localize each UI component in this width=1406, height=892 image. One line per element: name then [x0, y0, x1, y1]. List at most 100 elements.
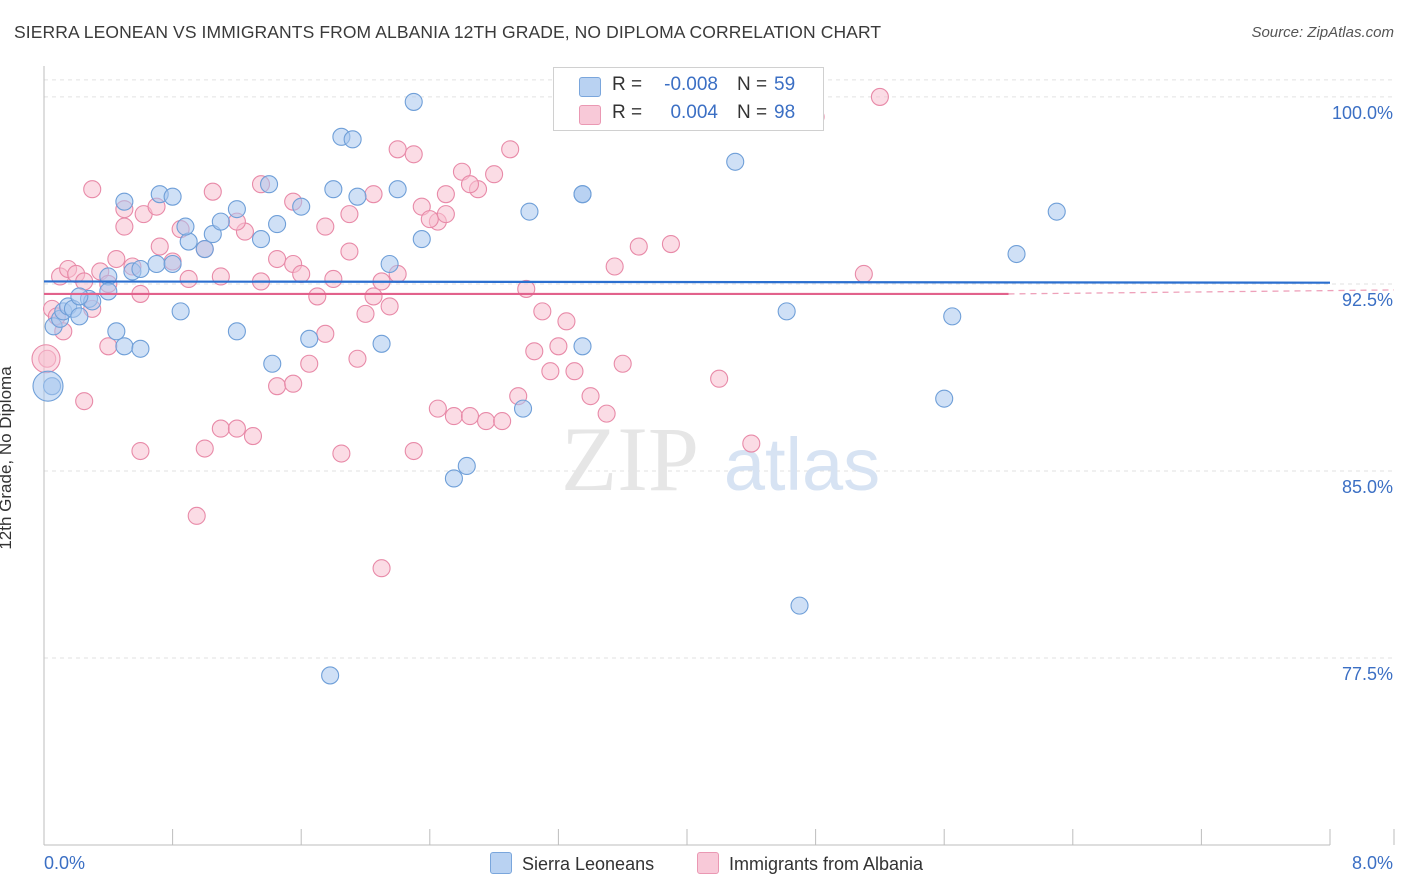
albania-point: [300, 354, 319, 373]
sierra-leonean-point: [321, 666, 340, 685]
albania-point: [107, 249, 126, 269]
sierra-leonean-point: [573, 337, 592, 356]
legend-label-albania: Immigrants from Albania: [729, 854, 924, 874]
albania-point: [115, 217, 134, 236]
legend-swatch-pink: [697, 852, 719, 874]
sierra-leonean-point: [372, 334, 391, 353]
albania-point: [581, 387, 600, 406]
y-tick-label: 85.0%: [1342, 477, 1393, 497]
sierra-leonean-point: [259, 175, 279, 194]
sierra-leonean-point: [163, 187, 182, 206]
albania-point: [501, 140, 520, 159]
sierra-leonean-point: [131, 339, 150, 358]
sierra-leonean-point: [115, 337, 134, 356]
albania-point: [83, 180, 102, 199]
albania-point: [613, 354, 632, 373]
albania-point: [565, 362, 584, 381]
albania-point: [870, 87, 889, 106]
sierra-leonean-point: [324, 180, 343, 199]
albania-point: [854, 264, 873, 284]
x-tick-label: 8.0%: [1352, 853, 1393, 873]
albania-point: [557, 312, 576, 331]
sierra-leonean-point: [268, 215, 287, 234]
legend-n-value: 98: [774, 102, 796, 123]
albania-point: [150, 237, 169, 256]
legend-swatch-blue: [490, 852, 512, 874]
albania-point: [428, 399, 447, 418]
albania-point: [597, 404, 616, 423]
sierra-leonean-point: [179, 232, 198, 251]
albania-point: [436, 205, 455, 224]
tick-labels: 77.5% 85.0% 92.5% 100.0% 0.0% 8.0%: [44, 103, 1393, 873]
sierra-leonean-point: [513, 399, 533, 418]
albania-point: [203, 182, 222, 201]
albania-point: [195, 439, 214, 458]
sierra-leonean-point: [227, 322, 246, 341]
albania-point: [31, 344, 61, 374]
sierra-leonean-point: [343, 130, 362, 149]
sierra-leonean-point: [1007, 244, 1026, 264]
albania-point: [380, 297, 399, 316]
sierra-leonean-point: [404, 92, 423, 111]
sierra-leonean-point: [176, 217, 195, 236]
albania-point: [661, 235, 680, 254]
albania-point: [485, 165, 504, 184]
albania-point: [372, 559, 391, 578]
albania-point: [388, 140, 407, 159]
sierra-leonean-point: [131, 259, 150, 279]
albania-point: [460, 407, 480, 426]
albania-point: [541, 362, 560, 381]
trend-line-sierra-leoneans: [43, 280, 1331, 284]
sierra-leonean-point: [70, 287, 89, 306]
legend-r-label: R =: [612, 102, 643, 123]
legend-label-sierra-leoneans: Sierra Leoneans: [522, 854, 655, 874]
sierra-leonean-point: [99, 282, 118, 301]
albania-point: [356, 304, 375, 323]
legend-n-label: N =: [737, 74, 768, 95]
legend-r-value: 0.004: [670, 102, 718, 123]
sierra-leonean-point: [251, 230, 271, 249]
albania-point: [131, 441, 150, 461]
albania-point: [324, 269, 343, 289]
y-tick-label: 100.0%: [1332, 103, 1393, 123]
albania-point: [477, 412, 496, 431]
legend-item-albania: Immigrants from Albania: [697, 852, 923, 875]
series-sierra-leoneans-points: [32, 92, 1066, 685]
sierra-leonean-point: [163, 254, 182, 274]
sierra-leonean-point: [348, 187, 367, 206]
sierra-leonean-point: [726, 152, 745, 171]
albania-point: [187, 506, 206, 525]
sierra-leonean-point: [147, 254, 166, 274]
albania-point: [227, 419, 246, 438]
albania-point: [211, 419, 230, 438]
gridlines: [44, 79, 1395, 659]
legend-r-label: R =: [612, 74, 643, 95]
sierra-leonean-point: [777, 302, 796, 321]
sierra-leonean-point: [195, 239, 214, 259]
sierra-leonean-point: [227, 200, 246, 219]
sierra-leonean-point: [300, 329, 319, 348]
axes: [43, 66, 1395, 846]
trend-line-albania-extension: [1008, 289, 1395, 295]
albania-point: [348, 349, 367, 368]
albania-point: [742, 434, 761, 453]
sierra-leonean-point: [573, 185, 592, 204]
sierra-leonean-point: [107, 322, 126, 341]
watermark-zip: ZIP: [561, 408, 699, 510]
sierra-leonean-point: [380, 254, 399, 274]
albania-point: [549, 337, 568, 356]
albania-point: [179, 269, 198, 289]
legend-r-value: -0.008: [664, 74, 718, 95]
albania-point: [533, 302, 552, 321]
albania-point: [460, 175, 480, 194]
sierra-leonean-point: [32, 370, 64, 402]
albania-point: [308, 287, 327, 306]
sierra-leonean-point: [1047, 202, 1066, 221]
albania-point: [332, 444, 351, 463]
chart-title: SIERRA LEONEAN VS IMMIGRANTS FROM ALBANI…: [14, 22, 882, 42]
sierra-leonean-point: [70, 307, 89, 326]
sierra-leonean-point: [412, 230, 431, 249]
sierra-leonean-point: [211, 212, 230, 231]
sierra-leonean-point: [943, 307, 962, 326]
